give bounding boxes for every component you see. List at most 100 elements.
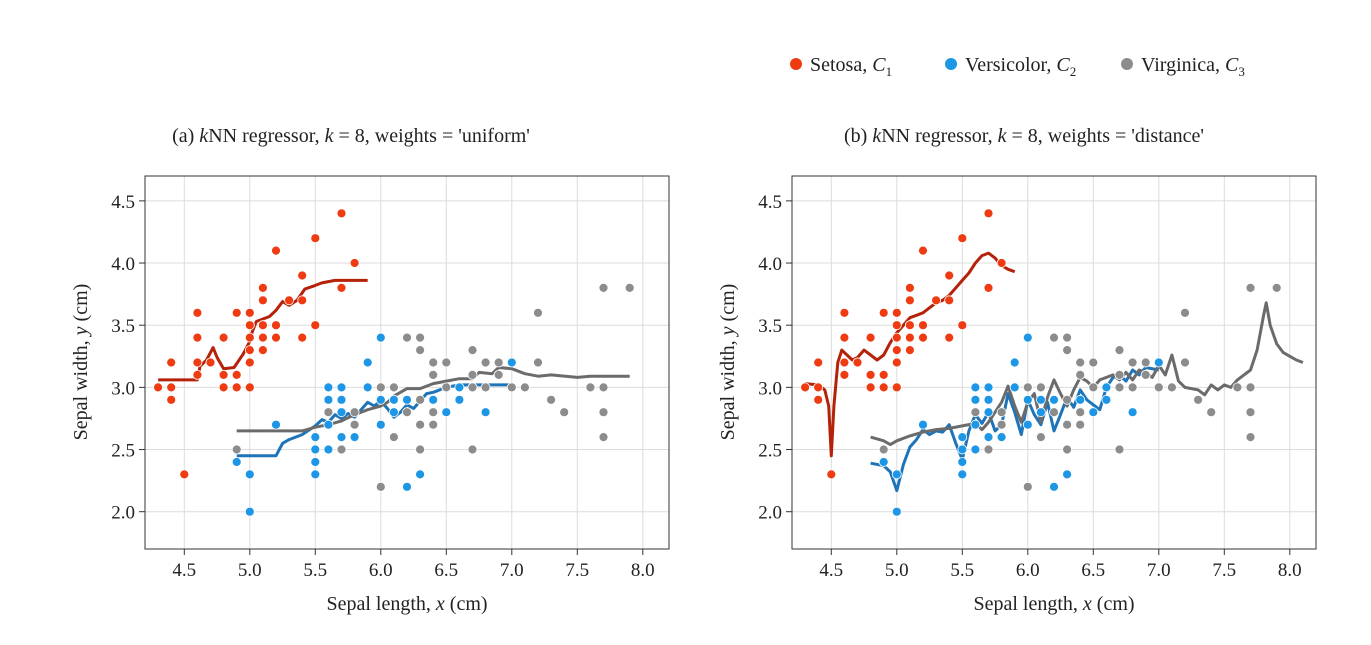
data-point-setosa — [852, 357, 863, 368]
panel-a-title: (a) kNN regressor, k = 8, weights = 'uni… — [172, 125, 530, 147]
x-tick-label: 8.0 — [1278, 560, 1302, 581]
data-point-virginica — [1114, 369, 1125, 380]
data-point-versicolor — [375, 419, 386, 430]
data-point-virginica — [598, 382, 609, 393]
data-point-versicolor — [878, 457, 889, 467]
data-point-versicolor — [362, 357, 373, 368]
x-tick-label: 7.0 — [500, 560, 524, 581]
data-point-virginica — [467, 369, 478, 380]
x-tick-label: 5.5 — [950, 560, 974, 581]
data-point-setosa — [336, 208, 347, 219]
data-point-versicolor — [1009, 357, 1020, 368]
data-point-versicolor — [957, 469, 968, 480]
data-point-setosa — [905, 320, 915, 331]
data-point-setosa — [244, 382, 255, 393]
data-point-versicolor — [271, 419, 281, 430]
data-point-versicolor — [428, 394, 439, 405]
regression-curve-setosa — [804, 251, 1016, 458]
data-point-setosa — [839, 369, 850, 380]
panel-a-grid — [145, 176, 669, 549]
data-point-virginica — [493, 369, 504, 380]
data-point-virginica — [1022, 382, 1033, 393]
data-point-virginica — [1180, 357, 1190, 368]
data-point-setosa — [905, 282, 915, 293]
data-point-versicolor — [454, 394, 465, 405]
data-point-setosa — [231, 369, 242, 380]
data-point-versicolor — [323, 394, 334, 405]
data-point-versicolor — [402, 481, 412, 492]
data-point-setosa — [257, 345, 268, 356]
data-point-versicolor — [983, 407, 994, 418]
data-point-versicolor — [454, 382, 465, 393]
data-point-versicolor — [375, 394, 386, 405]
data-point-versicolor — [310, 457, 321, 467]
data-point-virginica — [983, 444, 994, 455]
data-point-virginica — [1022, 481, 1033, 492]
data-point-virginica — [598, 407, 609, 418]
data-point-versicolor — [983, 382, 994, 393]
data-point-versicolor — [957, 444, 968, 455]
data-point-virginica — [402, 332, 412, 343]
data-point-versicolor — [336, 394, 347, 405]
data-point-versicolor — [323, 419, 334, 430]
data-point-setosa — [957, 233, 968, 244]
data-point-setosa — [284, 295, 295, 306]
data-point-virginica — [493, 357, 504, 368]
data-point-setosa — [944, 270, 955, 281]
data-point-versicolor — [1062, 469, 1072, 480]
data-point-virginica — [1271, 282, 1282, 293]
x-tick-label: 4.5 — [819, 560, 843, 581]
data-point-setosa — [878, 369, 889, 380]
data-point-versicolor — [388, 407, 399, 418]
data-point-virginica — [1075, 369, 1086, 380]
y-tick-label: 3.5 — [758, 316, 782, 337]
data-point-virginica — [878, 444, 889, 455]
data-point-setosa — [891, 332, 902, 343]
x-tick-label: 6.5 — [1081, 560, 1105, 581]
data-point-setosa — [891, 382, 902, 393]
data-point-setosa — [983, 208, 994, 219]
data-point-setosa — [800, 382, 810, 393]
legend-marker-virginica — [1121, 58, 1133, 70]
data-point-setosa — [905, 345, 915, 356]
data-point-virginica — [1049, 407, 1059, 418]
data-point-setosa — [297, 295, 308, 306]
data-point-virginica — [1245, 282, 1256, 293]
panel-a-tick-labels: 4.5 5.0 5.5 6.0 6.5 7.0 7.5 8.0 2.0 2.5 3.0 3.5 4.0 4… — [111, 192, 654, 581]
data-point-versicolor — [996, 432, 1007, 443]
data-point-setosa — [813, 357, 824, 368]
data-point-versicolor — [388, 394, 399, 405]
y-tick-label: 2.0 — [758, 503, 782, 524]
data-point-setosa — [192, 332, 203, 343]
panel-b: (b) kNN regressor, k = 8, weights = 'dis… — [717, 125, 1317, 615]
data-point-setosa — [297, 332, 308, 343]
data-point-virginica — [1049, 332, 1059, 343]
data-point-virginica — [1036, 382, 1046, 393]
data-point-versicolor — [1022, 394, 1033, 405]
y-tick-label: 3.5 — [111, 316, 135, 337]
data-point-setosa — [192, 357, 203, 368]
data-point-virginica — [1062, 444, 1072, 455]
data-point-virginica — [467, 345, 478, 356]
data-point-setosa — [218, 369, 229, 380]
data-point-setosa — [944, 332, 955, 343]
data-point-setosa — [878, 307, 889, 318]
data-point-virginica — [415, 332, 426, 343]
panel-b-title: (b) kNN regressor, k = 8, weights = 'dis… — [844, 125, 1204, 147]
data-point-setosa — [166, 394, 177, 405]
data-point-setosa — [839, 307, 850, 318]
data-point-setosa — [349, 258, 360, 268]
data-point-virginica — [441, 357, 452, 368]
data-point-virginica — [996, 419, 1007, 430]
x-tick-label: 5.5 — [303, 560, 327, 581]
data-point-virginica — [559, 407, 570, 418]
data-point-setosa — [931, 295, 941, 306]
data-point-setosa — [865, 332, 876, 343]
data-point-virginica — [349, 407, 360, 418]
data-point-setosa — [891, 345, 902, 356]
legend-label-versicolor: Versicolor, C2 — [965, 54, 1076, 79]
data-point-virginica — [1167, 382, 1177, 393]
data-point-setosa — [813, 394, 824, 405]
data-point-virginica — [1062, 394, 1072, 405]
